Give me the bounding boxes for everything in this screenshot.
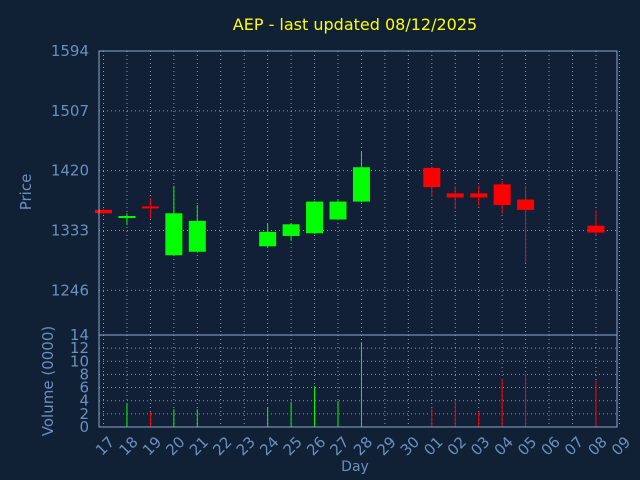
price-tick-label: 1246 xyxy=(51,281,89,299)
volume-tick-label: 12 xyxy=(70,339,89,357)
candle-body-down xyxy=(446,193,464,198)
candle-body-down xyxy=(493,184,511,206)
volume-tick-label: 8 xyxy=(79,365,89,383)
candle-body-down xyxy=(95,209,112,214)
candle-body-up xyxy=(329,201,347,220)
candle-body-down xyxy=(423,167,441,188)
volume-tick-label: 14 xyxy=(70,326,89,344)
price-axis-label: Price xyxy=(17,174,35,211)
price-panel: 1594 1507 1420 1333 1246 xyxy=(51,42,620,336)
candle-body-up xyxy=(282,224,300,236)
candle-body-up xyxy=(118,216,136,219)
chart-title: AEP - last updated 08/12/2025 xyxy=(233,15,477,34)
volume-tick-label: 2 xyxy=(79,405,89,423)
candle-body-up xyxy=(165,213,183,256)
candle-body-up xyxy=(259,231,277,247)
volume-tick-label: 6 xyxy=(79,379,89,397)
volume-tick-label: 10 xyxy=(70,352,89,370)
volume-tick-label: 0 xyxy=(79,418,89,436)
volume-plot-area xyxy=(99,335,617,427)
volume-panel-frame xyxy=(98,334,618,428)
candle-body-down xyxy=(141,206,159,209)
price-tick-label: 1420 xyxy=(51,162,89,180)
price-tick-label: 1507 xyxy=(51,102,89,120)
volume-axis-label: Volume (0000) xyxy=(39,326,57,436)
candle-body-up xyxy=(306,201,324,234)
candle-body-up xyxy=(352,167,370,202)
x-axis-label: Day xyxy=(341,459,369,475)
candle-body-up xyxy=(188,220,206,252)
candle-body-down xyxy=(587,225,605,233)
candle-body-down xyxy=(470,193,488,198)
volume-tick-label: 4 xyxy=(79,392,89,410)
price-tick-label: 1333 xyxy=(51,221,89,239)
price-tick-label: 1594 xyxy=(51,42,89,60)
candle-body-down xyxy=(517,199,535,210)
x-axis: 1718192021222324252627282930010203040506… xyxy=(92,433,634,459)
